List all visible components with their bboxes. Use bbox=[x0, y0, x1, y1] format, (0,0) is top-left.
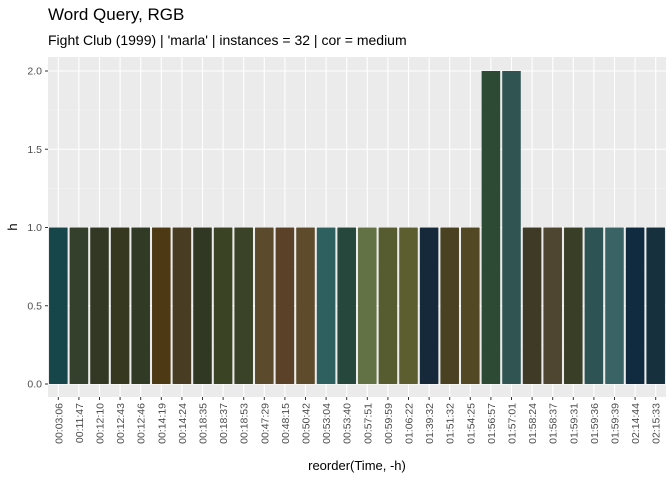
bar bbox=[522, 227, 542, 384]
bar bbox=[90, 227, 109, 384]
bar bbox=[605, 227, 624, 384]
y-axis-title: h bbox=[5, 223, 20, 230]
bar bbox=[419, 227, 439, 384]
x-tick-label: 00:47:29 bbox=[259, 403, 271, 444]
x-tick-label: 01:39:32 bbox=[424, 403, 436, 444]
chart-subtitle: Fight Club (1999) | 'marla' | instances … bbox=[48, 32, 407, 48]
y-axis: 0.0 0.5 1.0 1.5 2.0 bbox=[27, 66, 48, 391]
x-tick-label: 00:03:06 bbox=[53, 403, 65, 444]
x-tick-label: 00:12:46 bbox=[136, 403, 148, 444]
chart-title: Word Query, RGB bbox=[48, 5, 185, 24]
x-tick-label: 00:18:35 bbox=[198, 403, 210, 444]
x-tick-label: 01:54:25 bbox=[465, 403, 477, 444]
x-tick-label: 00:14:19 bbox=[156, 403, 168, 444]
x-tick-label: 00:12:10 bbox=[95, 403, 107, 444]
bar bbox=[399, 227, 418, 384]
y-tick-label: 0.0 bbox=[27, 379, 42, 391]
x-tick-label: 01:56:57 bbox=[486, 403, 498, 444]
x-axis: 00:03:06 00:11:47 00:12:10 00:12:43 00:12:46… bbox=[53, 397, 663, 444]
bar bbox=[461, 227, 480, 384]
y-tick-label: 0.5 bbox=[27, 300, 42, 312]
x-tick-label: 01:51:32 bbox=[445, 403, 457, 444]
bar bbox=[213, 227, 233, 384]
bar bbox=[564, 227, 583, 384]
bar bbox=[440, 227, 459, 384]
bar bbox=[646, 227, 665, 384]
bar bbox=[234, 227, 253, 384]
bar bbox=[255, 227, 274, 384]
x-tick-label: 00:11:47 bbox=[74, 403, 86, 443]
x-tick-label: 00:50:42 bbox=[301, 403, 313, 444]
bar bbox=[172, 227, 192, 384]
bar bbox=[625, 227, 645, 384]
y-tick-label: 2.0 bbox=[27, 66, 42, 78]
bars bbox=[49, 71, 665, 384]
bar bbox=[543, 227, 562, 384]
x-tick-label: 00:18:37 bbox=[218, 403, 230, 444]
bar bbox=[481, 71, 501, 384]
x-tick-label: 00:57:51 bbox=[362, 403, 374, 444]
bar bbox=[584, 227, 604, 384]
bar bbox=[193, 227, 212, 384]
bar bbox=[358, 227, 377, 384]
x-tick-label: 01:59:39 bbox=[610, 403, 622, 444]
x-tick-label: 02:15:33 bbox=[651, 403, 663, 444]
bar bbox=[131, 227, 150, 384]
bar bbox=[152, 227, 171, 384]
y-tick-label: 1.5 bbox=[27, 144, 42, 156]
x-tick-label: 01:57:01 bbox=[507, 403, 519, 444]
bar bbox=[502, 71, 521, 384]
x-tick-label: 01:06:22 bbox=[404, 403, 416, 444]
x-tick-label: 01:59:36 bbox=[589, 403, 601, 444]
x-tick-label: 00:48:15 bbox=[280, 403, 292, 444]
x-tick-label: 00:18:53 bbox=[239, 403, 251, 444]
bar bbox=[378, 227, 398, 384]
bar bbox=[275, 227, 295, 384]
bar bbox=[49, 227, 68, 384]
bar bbox=[110, 227, 130, 384]
x-tick-label: 01:59:31 bbox=[568, 403, 580, 444]
x-tick-label: 00:14:24 bbox=[177, 403, 189, 444]
x-tick-label: 01:58:24 bbox=[527, 403, 539, 444]
x-tick-label: 00:53:40 bbox=[342, 403, 354, 444]
x-tick-label: 01:58:37 bbox=[548, 403, 560, 444]
bar bbox=[337, 227, 356, 384]
y-tick-label: 1.0 bbox=[27, 222, 42, 234]
x-tick-label: 02:14:44 bbox=[630, 403, 642, 444]
bar bbox=[69, 227, 89, 384]
x-axis-title: reorder(Time, -h) bbox=[308, 458, 406, 473]
x-tick-label: 00:59:59 bbox=[383, 403, 395, 444]
bar bbox=[296, 227, 315, 384]
x-tick-label: 00:12:43 bbox=[115, 403, 127, 444]
x-tick-label: 00:53:04 bbox=[321, 403, 333, 444]
bar bbox=[316, 227, 336, 384]
